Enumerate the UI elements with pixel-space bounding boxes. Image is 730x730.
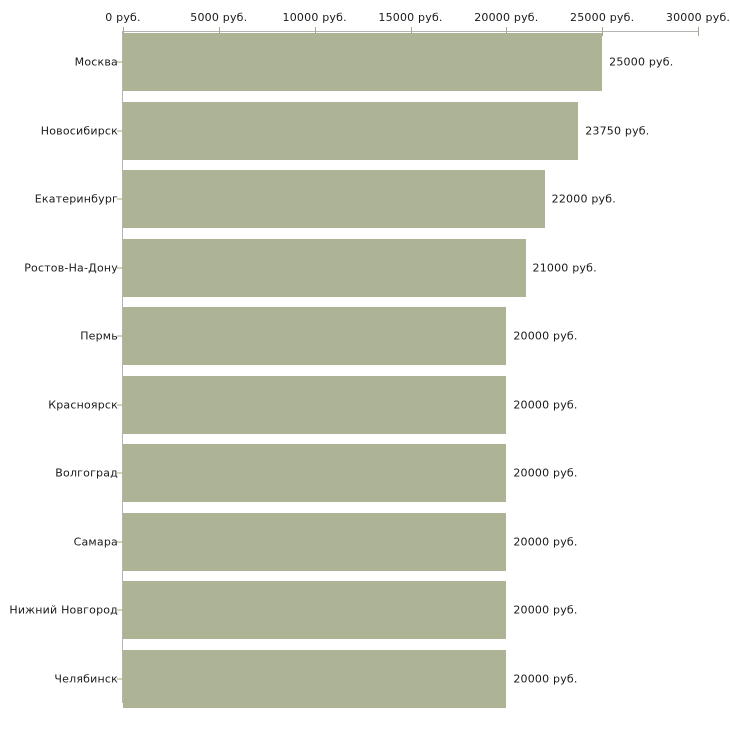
- bar-value-label: 20000 руб.: [513, 398, 578, 411]
- y-axis-category-label: Самара: [73, 535, 118, 548]
- y-axis-category-label: Красноярск: [48, 398, 118, 411]
- y-axis-category-label: Ростов-На-Дону: [24, 261, 118, 274]
- bar-value-label: 20000 руб.: [513, 535, 578, 548]
- bar[interactable]: [123, 33, 603, 91]
- y-axis-tick: [117, 130, 123, 131]
- bar[interactable]: [123, 512, 507, 571]
- x-axis-tick-label: 0 руб.: [105, 11, 141, 24]
- y-axis-category-label: Челябинск: [54, 672, 118, 685]
- x-axis-tick-label: 10000 руб.: [282, 11, 347, 24]
- y-axis-category-label: Нижний Новгород: [9, 603, 118, 617]
- bar-value-label: 20000 руб.: [513, 329, 578, 343]
- x-axis-tick-label: 30000 руб.: [665, 11, 730, 24]
- bar-value-label: 23750 руб.: [585, 124, 650, 137]
- bar[interactable]: [123, 238, 526, 297]
- y-axis-tick: [117, 472, 123, 474]
- bar[interactable]: [123, 375, 507, 434]
- x-axis-line: [122, 31, 698, 32]
- x-axis-tick-label: 25000 руб.: [570, 11, 635, 24]
- bar-value-label: 20000 руб.: [513, 466, 578, 480]
- bar[interactable]: [123, 101, 579, 160]
- y-axis-tick: [117, 678, 123, 679]
- bar[interactable]: [123, 170, 545, 228]
- y-axis-tick: [117, 404, 123, 405]
- bar[interactable]: [123, 581, 507, 639]
- bar-value-label: 20000 руб.: [513, 672, 578, 685]
- x-axis-tick: [314, 27, 316, 36]
- x-axis-tick-label: 15000 руб.: [378, 11, 443, 24]
- y-axis-tick: [117, 267, 123, 268]
- x-axis-tick-label: 5000 руб.: [190, 11, 248, 24]
- bar[interactable]: [123, 649, 507, 708]
- bar-value-label: 22000 руб.: [551, 192, 616, 206]
- y-axis-category-label: Новосибирск: [40, 124, 118, 137]
- bar[interactable]: [123, 444, 507, 502]
- y-axis-tick: [117, 609, 123, 611]
- x-axis-tick: [218, 27, 220, 36]
- x-axis-tick: [698, 27, 699, 36]
- y-axis-category-label: Волгоград: [55, 466, 118, 480]
- x-axis-tick: [123, 27, 124, 36]
- bar[interactable]: [123, 307, 507, 365]
- y-axis-category-label: Екатеринбург: [34, 192, 118, 206]
- y-axis-tick: [117, 198, 123, 200]
- bar-value-label: 20000 руб.: [513, 603, 578, 617]
- y-axis-category-label: Москва: [74, 55, 118, 69]
- y-axis-tick: [117, 335, 123, 337]
- x-axis-tick: [506, 27, 508, 36]
- y-axis-line: [122, 31, 123, 703]
- y-axis-category-label: Пермь: [80, 329, 118, 343]
- x-axis-tick-label: 20000 руб.: [474, 11, 539, 24]
- y-axis-tick: [117, 541, 123, 542]
- bar-value-label: 25000 руб.: [609, 55, 674, 69]
- x-axis-tick: [602, 27, 604, 36]
- bar-value-label: 21000 руб.: [532, 261, 597, 274]
- x-axis-tick: [410, 27, 412, 36]
- y-axis-tick: [117, 61, 123, 63]
